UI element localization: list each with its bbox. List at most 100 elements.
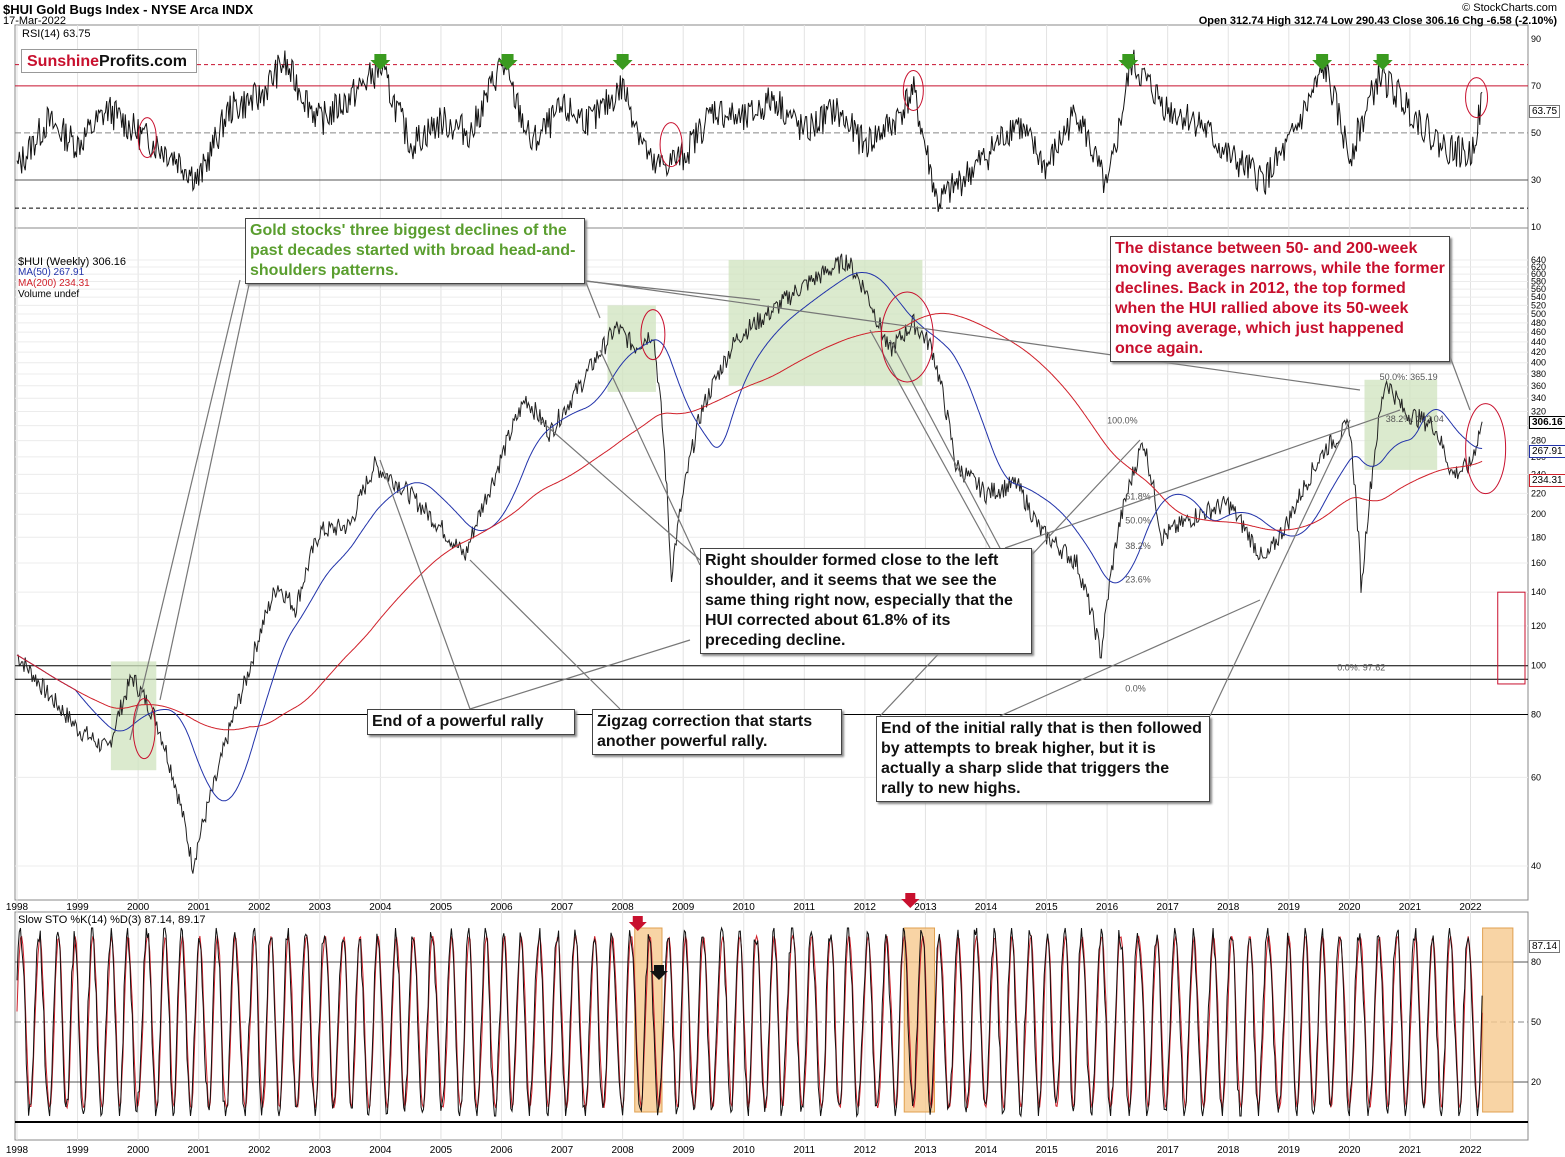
- x-tick-label-bottom: 2013: [914, 1145, 937, 1156]
- highlight-ellipse: [640, 309, 666, 361]
- last-price-flag: 306.16: [1529, 416, 1565, 429]
- x-tick-label-bottom: 2008: [611, 1145, 634, 1156]
- annotation-pointer: [159, 279, 251, 701]
- fib-label: 38.2%: 302.04: [1386, 414, 1444, 424]
- x-tick-label: 2010: [733, 902, 756, 913]
- annotation-pointer: [469, 639, 691, 710]
- price-y-tick: 620: [1531, 262, 1546, 272]
- annotation-pointer: [379, 459, 471, 710]
- x-tick-label-bottom: 2002: [248, 1145, 271, 1156]
- annotation-pointer: [889, 339, 1001, 549]
- x-tick-label-bottom: 2005: [430, 1145, 453, 1156]
- down-arrow-icon: [649, 965, 668, 980]
- x-tick-label-bottom: 2006: [490, 1145, 513, 1156]
- fib-label: 50.0%: 365.19: [1380, 372, 1438, 382]
- ma50-line: [16, 272, 1483, 802]
- green-down-arrow-icon: [612, 54, 633, 70]
- x-tick-label-bottom: 2016: [1096, 1145, 1119, 1156]
- highlight-ellipse: [902, 70, 924, 112]
- rsi-line: [16, 49, 1483, 212]
- fib-label: 100.0%: [1107, 416, 1138, 426]
- green-down-arrow-icon: [1312, 54, 1333, 70]
- hs-zone-highlight: [607, 305, 656, 392]
- x-tick-label: 2011: [794, 902, 816, 913]
- initial-rally-note: End of the initial rally that is then fo…: [876, 716, 1210, 802]
- x-tick-label: 2008: [611, 902, 634, 913]
- price-legend-main: $HUI (Weekly) 306.16: [18, 256, 127, 268]
- ma200-flag: 234.31: [1529, 474, 1565, 487]
- price-y-tick: 160: [1531, 558, 1546, 568]
- target-zone-box: [1497, 591, 1526, 685]
- rsi-y-tick: 10: [1531, 222, 1541, 232]
- x-tick-label: 2001: [188, 902, 211, 913]
- fib-label: 0.0%: [1125, 684, 1146, 694]
- x-tick-label: 2006: [490, 902, 513, 913]
- x-tick-label-bottom: 2019: [1278, 1145, 1301, 1156]
- fib-label: 0.0%: 97.62: [1337, 662, 1385, 672]
- green-down-arrow-icon: [1118, 54, 1139, 70]
- right-shoulder-note: Right shoulder formed close to the left …: [700, 548, 1032, 654]
- price-y-tick: 180: [1531, 532, 1546, 542]
- price-y-tick: 520: [1531, 300, 1546, 310]
- x-tick-label: 1998: [6, 902, 29, 913]
- highlight-ellipse: [137, 117, 157, 159]
- watermark: © StockCharts.com: [1462, 2, 1557, 14]
- end-rally-note: End of a powerful rally: [367, 709, 575, 735]
- x-tick-label-bottom: 2020: [1338, 1145, 1361, 1156]
- hs-zone-highlight: [728, 260, 923, 386]
- x-tick-label-bottom: 2022: [1459, 1145, 1482, 1156]
- green-down-arrow-icon: [1372, 54, 1393, 70]
- stoch-zone-highlight: [634, 927, 663, 1113]
- x-tick-label: 2009: [672, 902, 695, 913]
- x-tick-label-bottom: 2000: [127, 1145, 150, 1156]
- x-tick-label: 2004: [369, 902, 392, 913]
- annotation-pointer: [869, 329, 991, 549]
- x-tick-label-bottom: 2001: [188, 1145, 211, 1156]
- x-tick-label: 2015: [1035, 902, 1058, 913]
- x-tick-label: 2002: [248, 902, 271, 913]
- stoch-panel-frame: [14, 911, 1529, 1141]
- price-y-tick: 280: [1531, 436, 1546, 446]
- x-tick-label: 2013: [914, 902, 937, 913]
- x-tick-label-bottom: 2007: [551, 1145, 574, 1156]
- highlight-ellipse: [659, 122, 683, 168]
- chart-title: $HUI Gold Bugs Index - NYSE Arca INDX: [3, 2, 254, 17]
- price-y-tick: 100: [1531, 661, 1546, 671]
- x-tick-label: 2014: [975, 902, 998, 913]
- rsi-y-tick: 50: [1531, 128, 1541, 138]
- x-tick-label-bottom: 2009: [672, 1145, 695, 1156]
- stoch-y-tick: 80: [1531, 957, 1541, 967]
- zigzag-note: Zigzag correction that starts another po…: [592, 709, 842, 755]
- x-tick-label: 2020: [1338, 902, 1361, 913]
- price-y-tick: 440: [1531, 337, 1546, 347]
- fib-label: 23.6%: [1125, 575, 1151, 585]
- stoch-k-line: [16, 926, 1483, 1118]
- down-arrow-icon: [901, 893, 920, 908]
- green-down-arrow-icon: [497, 54, 518, 70]
- rsi-legend: RSI(14) 63.75: [22, 28, 91, 40]
- fib-label: 38.2%: [1125, 541, 1151, 551]
- price-series-line: [16, 253, 1483, 874]
- price-y-tick: 400: [1531, 358, 1546, 368]
- annotation-pointer: [579, 279, 1361, 391]
- price-y-tick: 600: [1531, 269, 1546, 279]
- x-tick-label-bottom: 2010: [733, 1145, 756, 1156]
- stoch-d-line: [16, 934, 1483, 1110]
- price-y-tick: 540: [1531, 292, 1546, 302]
- x-tick-label-bottom: 1998: [6, 1145, 29, 1156]
- hs-zone-highlight: [110, 661, 157, 771]
- green-down-arrow-icon: [370, 54, 391, 70]
- sunshine-profits-logo: SunshineProfits.com: [21, 49, 197, 73]
- chart-date: 17-Mar-2022: [3, 15, 66, 27]
- x-tick-label: 2018: [1217, 902, 1240, 913]
- x-tick-label: 2021: [1399, 902, 1422, 913]
- price-y-tick: 40: [1531, 861, 1541, 871]
- price-legend-ma200: MA(200) 234.31: [18, 278, 90, 289]
- annotation-pointer: [599, 349, 701, 566]
- x-tick-label-bottom: 2021: [1399, 1145, 1422, 1156]
- x-tick-label: 2000: [127, 902, 150, 913]
- highlight-ellipse: [1465, 77, 1489, 119]
- stoch-y-tick: 20: [1531, 1077, 1541, 1087]
- price-y-tick: 380: [1531, 369, 1546, 379]
- price-y-tick: 80: [1531, 710, 1541, 720]
